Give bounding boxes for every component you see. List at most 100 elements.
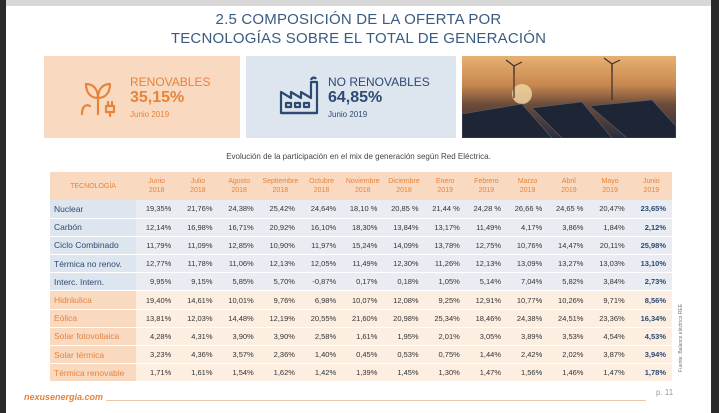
page-title: 2.5 COMPOSICIÓN DE LA OFERTA POR TECNOLO… xyxy=(6,10,711,48)
technology-name: Solar fotovoltaica xyxy=(50,327,137,347)
technology-name: Ciclo Combinado xyxy=(50,236,137,256)
month-year: 2018 xyxy=(396,187,412,194)
technology-name: Eólica xyxy=(50,309,137,328)
table-cell: 3,90% xyxy=(259,327,301,347)
table-cell: 11,06% xyxy=(218,254,260,274)
table-cell: 16,98% xyxy=(177,218,219,237)
table-cell: 1,47% xyxy=(465,363,508,383)
column-header-month: Mayo 2019 xyxy=(589,172,631,200)
renewables-label: RENOVABLES xyxy=(130,75,211,89)
table-cell: 18,46% xyxy=(465,309,508,328)
table-cell: 25,34% xyxy=(424,309,466,328)
month-name: Octubre xyxy=(309,178,334,185)
table-cell: 26,66 % xyxy=(507,200,549,219)
table-cell: -0,87% xyxy=(300,272,343,292)
table-cell: 0,53% xyxy=(383,345,425,365)
table-cell: 11,26% xyxy=(424,254,466,274)
table-cell: 5,85% xyxy=(218,272,260,292)
table-cell: 6,98% xyxy=(300,290,343,310)
table-cell: 16,71% xyxy=(218,218,260,237)
table-cell: 3,57% xyxy=(218,345,260,365)
table-cell: 12,85% xyxy=(218,236,260,256)
table-cell: 13,03% xyxy=(589,254,631,274)
table-cell: 13,84% xyxy=(383,218,425,237)
table-cell: 14,09% xyxy=(383,236,425,256)
month-name: Septiembre xyxy=(262,178,299,185)
table-row: Térmica no renov. 12,77% 11,78% 11,06% 12,13… xyxy=(50,254,672,274)
table-cell: 5,70% xyxy=(259,272,301,292)
column-header-month: Julio 2018 xyxy=(177,172,219,200)
table-cell: 0,17% xyxy=(342,272,384,292)
table-cell: 14,61% xyxy=(177,290,219,310)
month-name: Marzo xyxy=(517,178,538,185)
table-cell: 11,49% xyxy=(342,254,384,274)
table-cell: 12,03% xyxy=(177,309,219,328)
month-name: Diciembre xyxy=(388,178,420,185)
table-cell: 16,34% xyxy=(630,309,672,328)
technology-name: Hidráulica xyxy=(50,290,137,310)
month-year: 2019 xyxy=(478,187,495,194)
month-year: 2018 xyxy=(231,187,247,194)
table-cell: 3,94% xyxy=(630,345,672,365)
table-cell: 20,85 % xyxy=(383,200,425,219)
table-cell: 3,53% xyxy=(548,327,590,347)
table-cell: 12,75% xyxy=(465,236,508,256)
table-cell: 11,09% xyxy=(177,236,219,256)
table-row: Ciclo Combinado 11,79% 11,09% 12,85% 10,90% 1… xyxy=(50,236,672,256)
table-cell: 20,98% xyxy=(383,309,425,328)
table-cell: 11,49% xyxy=(465,218,508,237)
table-cell: 11,97% xyxy=(300,236,343,256)
table-cell: 10,90% xyxy=(259,236,301,256)
non-renewables-date: Junio 2019 xyxy=(328,110,368,119)
table-cell: 1,54% xyxy=(218,363,260,383)
table-cell: 4,53% xyxy=(630,327,672,347)
table-cell: 13,78% xyxy=(424,236,466,256)
table-row: Interc. Intern. 9,95% 9,15% 5,85% 5,70% -0,87… xyxy=(50,272,672,292)
table-cell: 21,60% xyxy=(342,309,384,328)
table-cell: 1,61% xyxy=(342,327,384,347)
column-header-month: Marzo 2019 xyxy=(507,172,549,200)
table-cell: 1,78% xyxy=(630,363,672,383)
table-cell: 2,73% xyxy=(630,272,672,292)
renewables-date: Junio 2019 xyxy=(130,110,170,119)
column-header-month: Septiembre 2018 xyxy=(259,172,301,200)
source-note: Fuente: Balance eléctrico REE xyxy=(678,303,684,372)
table-cell: 25,98% xyxy=(630,236,672,256)
month-year: 2018 xyxy=(354,187,371,194)
table-cell: 1,30% xyxy=(424,363,466,383)
column-header-month: Enero 2019 xyxy=(424,172,466,200)
table-cell: 1,42% xyxy=(300,363,343,383)
month-name: Junio xyxy=(642,178,660,185)
month-name: Julio xyxy=(190,178,206,185)
table-row: Solar térmica 3,23% 4,36% 3,57% 2,36% 1,40% 0,… xyxy=(50,345,672,365)
table-cell: 3,05% xyxy=(465,327,508,347)
technology-name: Interc. Intern. xyxy=(50,272,137,292)
table-cell: 24,38% xyxy=(507,309,549,328)
table-cell: 2,01% xyxy=(424,327,466,347)
month-year: 2019 xyxy=(561,187,577,194)
table-cell: 1,56% xyxy=(507,363,549,383)
table-cell: 4,28% xyxy=(136,327,178,347)
table-cell: 12,13% xyxy=(465,254,508,274)
table-row: Eólica 13,81% 12,03% 14,48% 12,19% 20,55% 21,6… xyxy=(50,309,672,328)
table-cell: 24,65 % xyxy=(548,200,590,219)
website-link[interactable]: nexusenergia.com xyxy=(24,392,104,402)
table-cell: 11,78% xyxy=(177,254,219,274)
table-cell: 4,31% xyxy=(177,327,219,347)
table-cell: 14,48% xyxy=(218,309,260,328)
column-header-month: Junio 2019 xyxy=(630,172,672,200)
technology-name: Térmica no renov. xyxy=(50,254,137,274)
table-cell: 1,44% xyxy=(465,345,508,365)
table-cell: 9,25% xyxy=(424,290,466,310)
table-cell: 3,84% xyxy=(589,272,631,292)
table-cell: 19,35% xyxy=(136,200,178,219)
table-cell: 3,23% xyxy=(136,345,178,365)
plant-plug-icon xyxy=(76,74,120,123)
table-cell: 10,77% xyxy=(507,290,549,310)
month-name: Mayo xyxy=(601,178,619,185)
table-cell: 19,40% xyxy=(136,290,178,310)
table-cell: 15,24% xyxy=(342,236,384,256)
month-name: Enero xyxy=(435,178,455,185)
table-cell: 2,58% xyxy=(300,327,343,347)
table-cell: 11,79% xyxy=(136,236,178,256)
